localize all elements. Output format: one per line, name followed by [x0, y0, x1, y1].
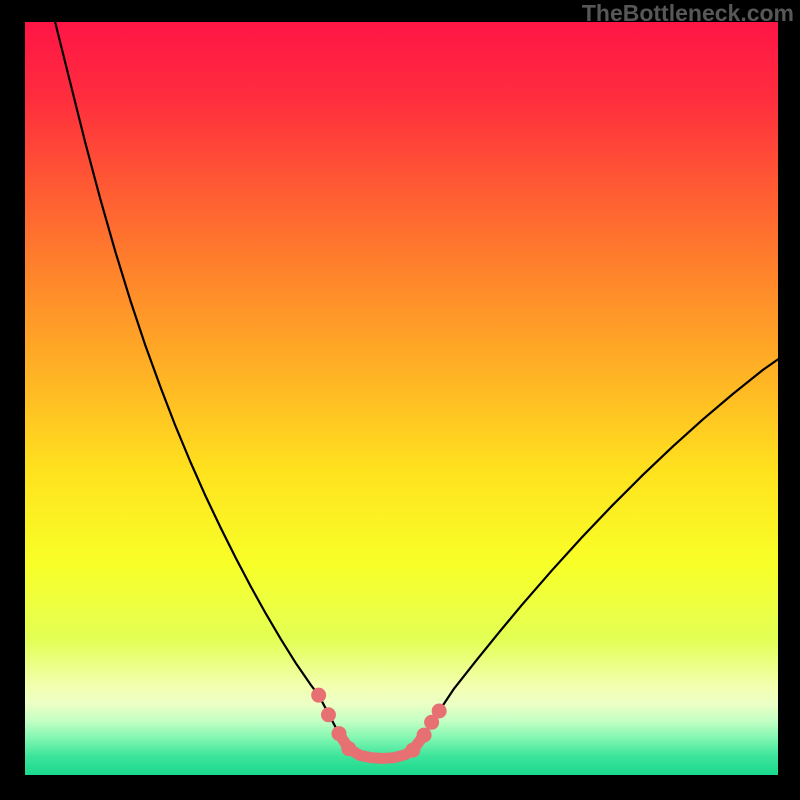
gradient-background — [25, 22, 778, 775]
valley-marker — [321, 707, 336, 722]
valley-marker — [417, 728, 432, 743]
valley-marker — [332, 726, 347, 741]
plot-svg — [25, 22, 778, 775]
plot-area — [25, 22, 778, 775]
valley-marker — [311, 688, 326, 703]
valley-marker — [405, 743, 420, 758]
valley-marker — [432, 704, 447, 719]
chart-frame: TheBottleneck.com — [0, 0, 800, 800]
valley-marker — [341, 741, 356, 756]
